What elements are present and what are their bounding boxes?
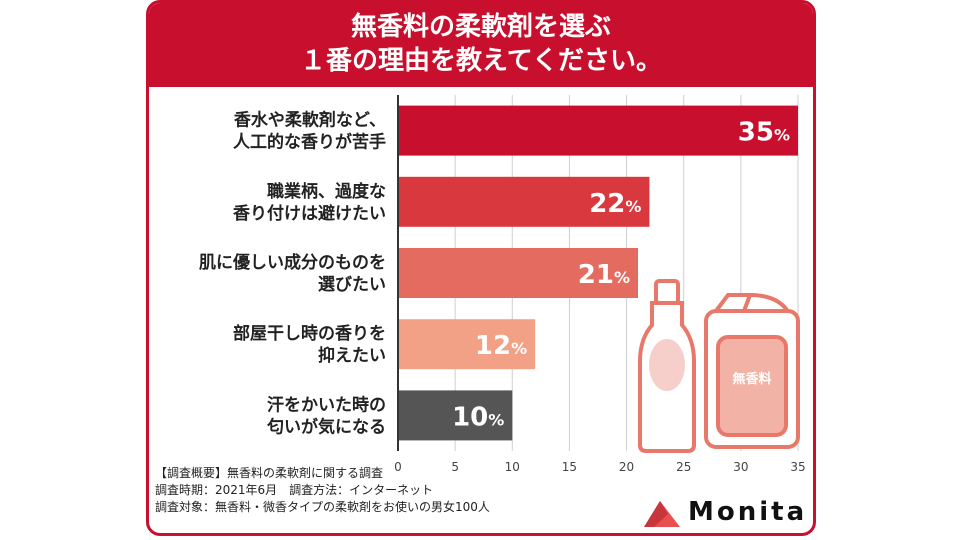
category-label-0-0: 香水や柔軟剤など、 — [234, 110, 386, 131]
bar-value-2: 21 — [578, 260, 614, 290]
x-tick-label-30: 30 — [733, 460, 748, 474]
chart-title-line-2: １番の理由を教えてください。 — [300, 46, 662, 76]
monita-logo-icon — [644, 501, 680, 527]
detergent-bottles-illustration: 無香料 — [638, 279, 800, 453]
bar-value-4: 10 — [452, 402, 488, 432]
x-tick-label-35: 35 — [790, 460, 805, 474]
category-label-3-1: 抑えたい — [318, 345, 386, 366]
x-tick-label-10: 10 — [505, 460, 520, 474]
bar-value-unit-3: % — [511, 339, 527, 358]
chart-title-line-1: 無香料の柔軟剤を選ぶ — [350, 12, 611, 42]
category-label-4-1: 匂いが気になる — [266, 416, 386, 437]
bar-value-label-0: 35% — [738, 118, 790, 148]
bar-value-unit-1: % — [625, 197, 641, 216]
bar-2 — [398, 248, 638, 298]
survey-note-target: 調査対象：無香料・微香タイプの柔軟剤をお使いの男女100人 — [155, 500, 490, 514]
unscented-label: 無香料 — [732, 371, 771, 387]
bar-value-3: 12 — [475, 331, 511, 361]
survey-note-summary: 【調査概要】無香料の柔軟剤に関する調査 — [155, 466, 384, 480]
survey-notes: 【調査概要】無香料の柔軟剤に関する調査 調査時期：2021年6月 調査方法：イン… — [155, 465, 490, 516]
category-label-2-1: 選びたい — [318, 275, 386, 295]
bar-value-label-2: 21% — [578, 260, 630, 290]
x-tick-label-0: 0 — [394, 460, 402, 474]
category-label-2-0: 肌に優しい成分のものを — [199, 252, 386, 273]
bar-chart: 35% 香水や柔軟剤など、人工的な香りが苦手 22% 職業柄、過度な香り付けは避けたい… — [199, 95, 806, 474]
x-tick-label-5: 5 — [451, 460, 459, 474]
refill-container-icon — [704, 293, 800, 449]
bar-1 — [398, 176, 650, 227]
category-label-1-1: 香り付けは避けたい — [233, 203, 386, 224]
brand-name: Monita — [688, 497, 808, 527]
category-label-4-0: 汗をかいた時の — [267, 394, 386, 415]
x-tick-label-20: 20 — [619, 460, 634, 474]
bar-value-unit-4: % — [488, 410, 504, 429]
x-tick-label-25: 25 — [676, 460, 691, 474]
category-label-1-0: 職業柄、過度な — [267, 181, 386, 202]
bar-value-unit-2: % — [614, 268, 630, 287]
bar-3 — [398, 319, 536, 370]
bar-value-0: 35 — [738, 118, 774, 148]
bar-4 — [398, 390, 513, 441]
category-label-0-1: 人工的な香りが苦手 — [233, 132, 386, 153]
bar-value-label-3: 12% — [475, 331, 527, 361]
bar-value-label-4: 10% — [452, 402, 504, 432]
bar-value-1: 22 — [589, 189, 625, 219]
bottle-icon — [638, 279, 696, 453]
survey-note-period-method: 調査時期：2021年6月 調査方法：インターネット — [155, 483, 434, 497]
bar-value-label-1: 22% — [589, 189, 641, 219]
x-tick-label-15: 15 — [562, 460, 577, 474]
bar-value-unit-0: % — [774, 126, 790, 145]
bar-0 — [398, 105, 798, 156]
survey-card: 無香料の柔軟剤を選ぶ １番の理由を教えてください。 35% 香水や柔軟剤など、 人工… — [146, 0, 816, 536]
title-header: 無香料の柔軟剤を選ぶ １番の理由を教えてください。 — [149, 3, 813, 87]
category-label-3-0: 部屋干し時の香りを — [233, 323, 386, 344]
